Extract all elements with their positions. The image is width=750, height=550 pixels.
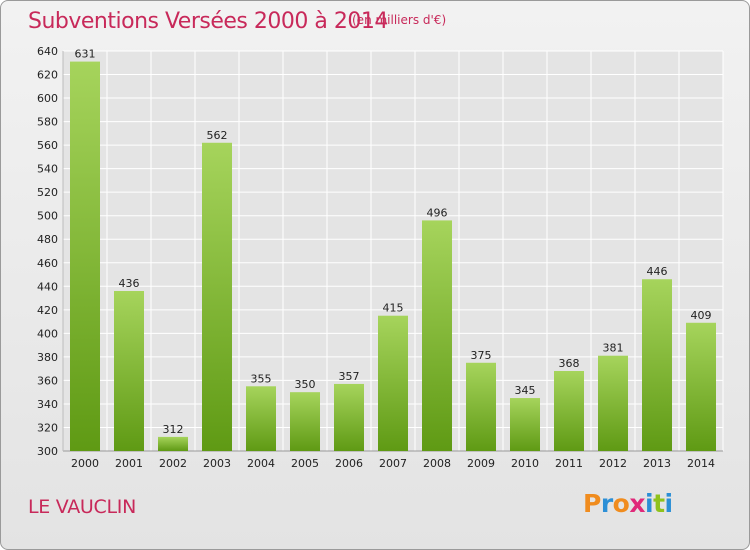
value-label: 446 <box>647 265 668 278</box>
value-label: 496 <box>427 206 448 219</box>
bar[interactable] <box>70 61 100 452</box>
logo-letter: i <box>645 489 654 518</box>
x-tick-label: 2011 <box>555 457 583 470</box>
y-tick-label: 540 <box>37 163 58 176</box>
bar[interactable] <box>290 392 320 451</box>
x-tick-label: 2010 <box>511 457 539 470</box>
logo-letter: t <box>653 489 665 518</box>
x-tick-label: 2012 <box>599 457 627 470</box>
y-tick-label: 420 <box>37 304 58 317</box>
logo-letter: o <box>612 489 630 518</box>
value-label: 415 <box>383 302 404 315</box>
y-tick-label: 460 <box>37 257 58 270</box>
y-tick-label: 340 <box>37 398 58 411</box>
value-label: 409 <box>691 309 712 322</box>
bar[interactable] <box>686 322 716 451</box>
bar[interactable] <box>202 142 232 451</box>
bar[interactable] <box>246 386 276 451</box>
bar[interactable] <box>158 436 188 451</box>
y-tick-label: 580 <box>37 116 58 129</box>
bar[interactable] <box>554 371 584 451</box>
logo-letter: P <box>583 489 601 518</box>
x-tick-label: 2013 <box>643 457 671 470</box>
y-tick-label: 600 <box>37 92 58 105</box>
chart-subtitle: (en milliers d'€) <box>352 13 447 27</box>
bar[interactable] <box>334 383 364 451</box>
y-tick-label: 300 <box>37 445 58 458</box>
value-label: 345 <box>515 384 536 397</box>
value-label: 436 <box>119 277 140 290</box>
y-tick-label: 620 <box>37 69 58 82</box>
value-label: 375 <box>471 349 492 362</box>
value-label: 631 <box>75 48 96 61</box>
proxiti-logo[interactable]: Proxiti <box>583 489 673 518</box>
logo-letter: i <box>664 489 674 518</box>
y-tick-label: 320 <box>37 421 58 434</box>
y-tick-label: 380 <box>37 351 58 364</box>
chart-title: Subventions Versées 2000 à 2014 <box>28 9 388 34</box>
y-tick-label: 640 <box>37 45 58 58</box>
bar[interactable] <box>466 362 496 451</box>
x-tick-label: 2000 <box>71 457 99 470</box>
x-tick-label: 2004 <box>247 457 275 470</box>
x-tick-label: 2009 <box>467 457 495 470</box>
bar[interactable] <box>422 220 452 451</box>
commune-name: LE VAUCLIN <box>28 496 136 518</box>
x-tick-label: 2007 <box>379 457 407 470</box>
logo-letter: x <box>629 489 645 518</box>
y-tick-label: 560 <box>37 139 58 152</box>
x-tick-label: 2003 <box>203 457 231 470</box>
value-label: 562 <box>207 129 228 142</box>
y-tick-label: 360 <box>37 374 58 387</box>
value-label: 312 <box>163 423 184 436</box>
bar[interactable] <box>510 398 540 451</box>
x-tick-label: 2008 <box>423 457 451 470</box>
value-label: 355 <box>251 372 272 385</box>
bar[interactable] <box>598 355 628 451</box>
y-tick-label: 400 <box>37 327 58 340</box>
logo-letter: r <box>600 489 613 518</box>
y-tick-label: 440 <box>37 280 58 293</box>
y-tick-label: 520 <box>37 186 58 199</box>
x-tick-label: 2002 <box>159 457 187 470</box>
x-tick-label: 2005 <box>291 457 319 470</box>
value-label: 357 <box>339 370 360 383</box>
value-label: 350 <box>295 378 316 391</box>
bar[interactable] <box>114 291 144 451</box>
y-tick-label: 500 <box>37 210 58 223</box>
value-label: 381 <box>603 342 624 355</box>
value-label: 368 <box>559 357 580 370</box>
x-tick-label: 2014 <box>687 457 715 470</box>
x-tick-label: 2001 <box>115 457 143 470</box>
bar[interactable] <box>378 315 408 451</box>
bar[interactable] <box>642 279 672 451</box>
x-tick-label: 2006 <box>335 457 363 470</box>
y-tick-label: 480 <box>37 233 58 246</box>
